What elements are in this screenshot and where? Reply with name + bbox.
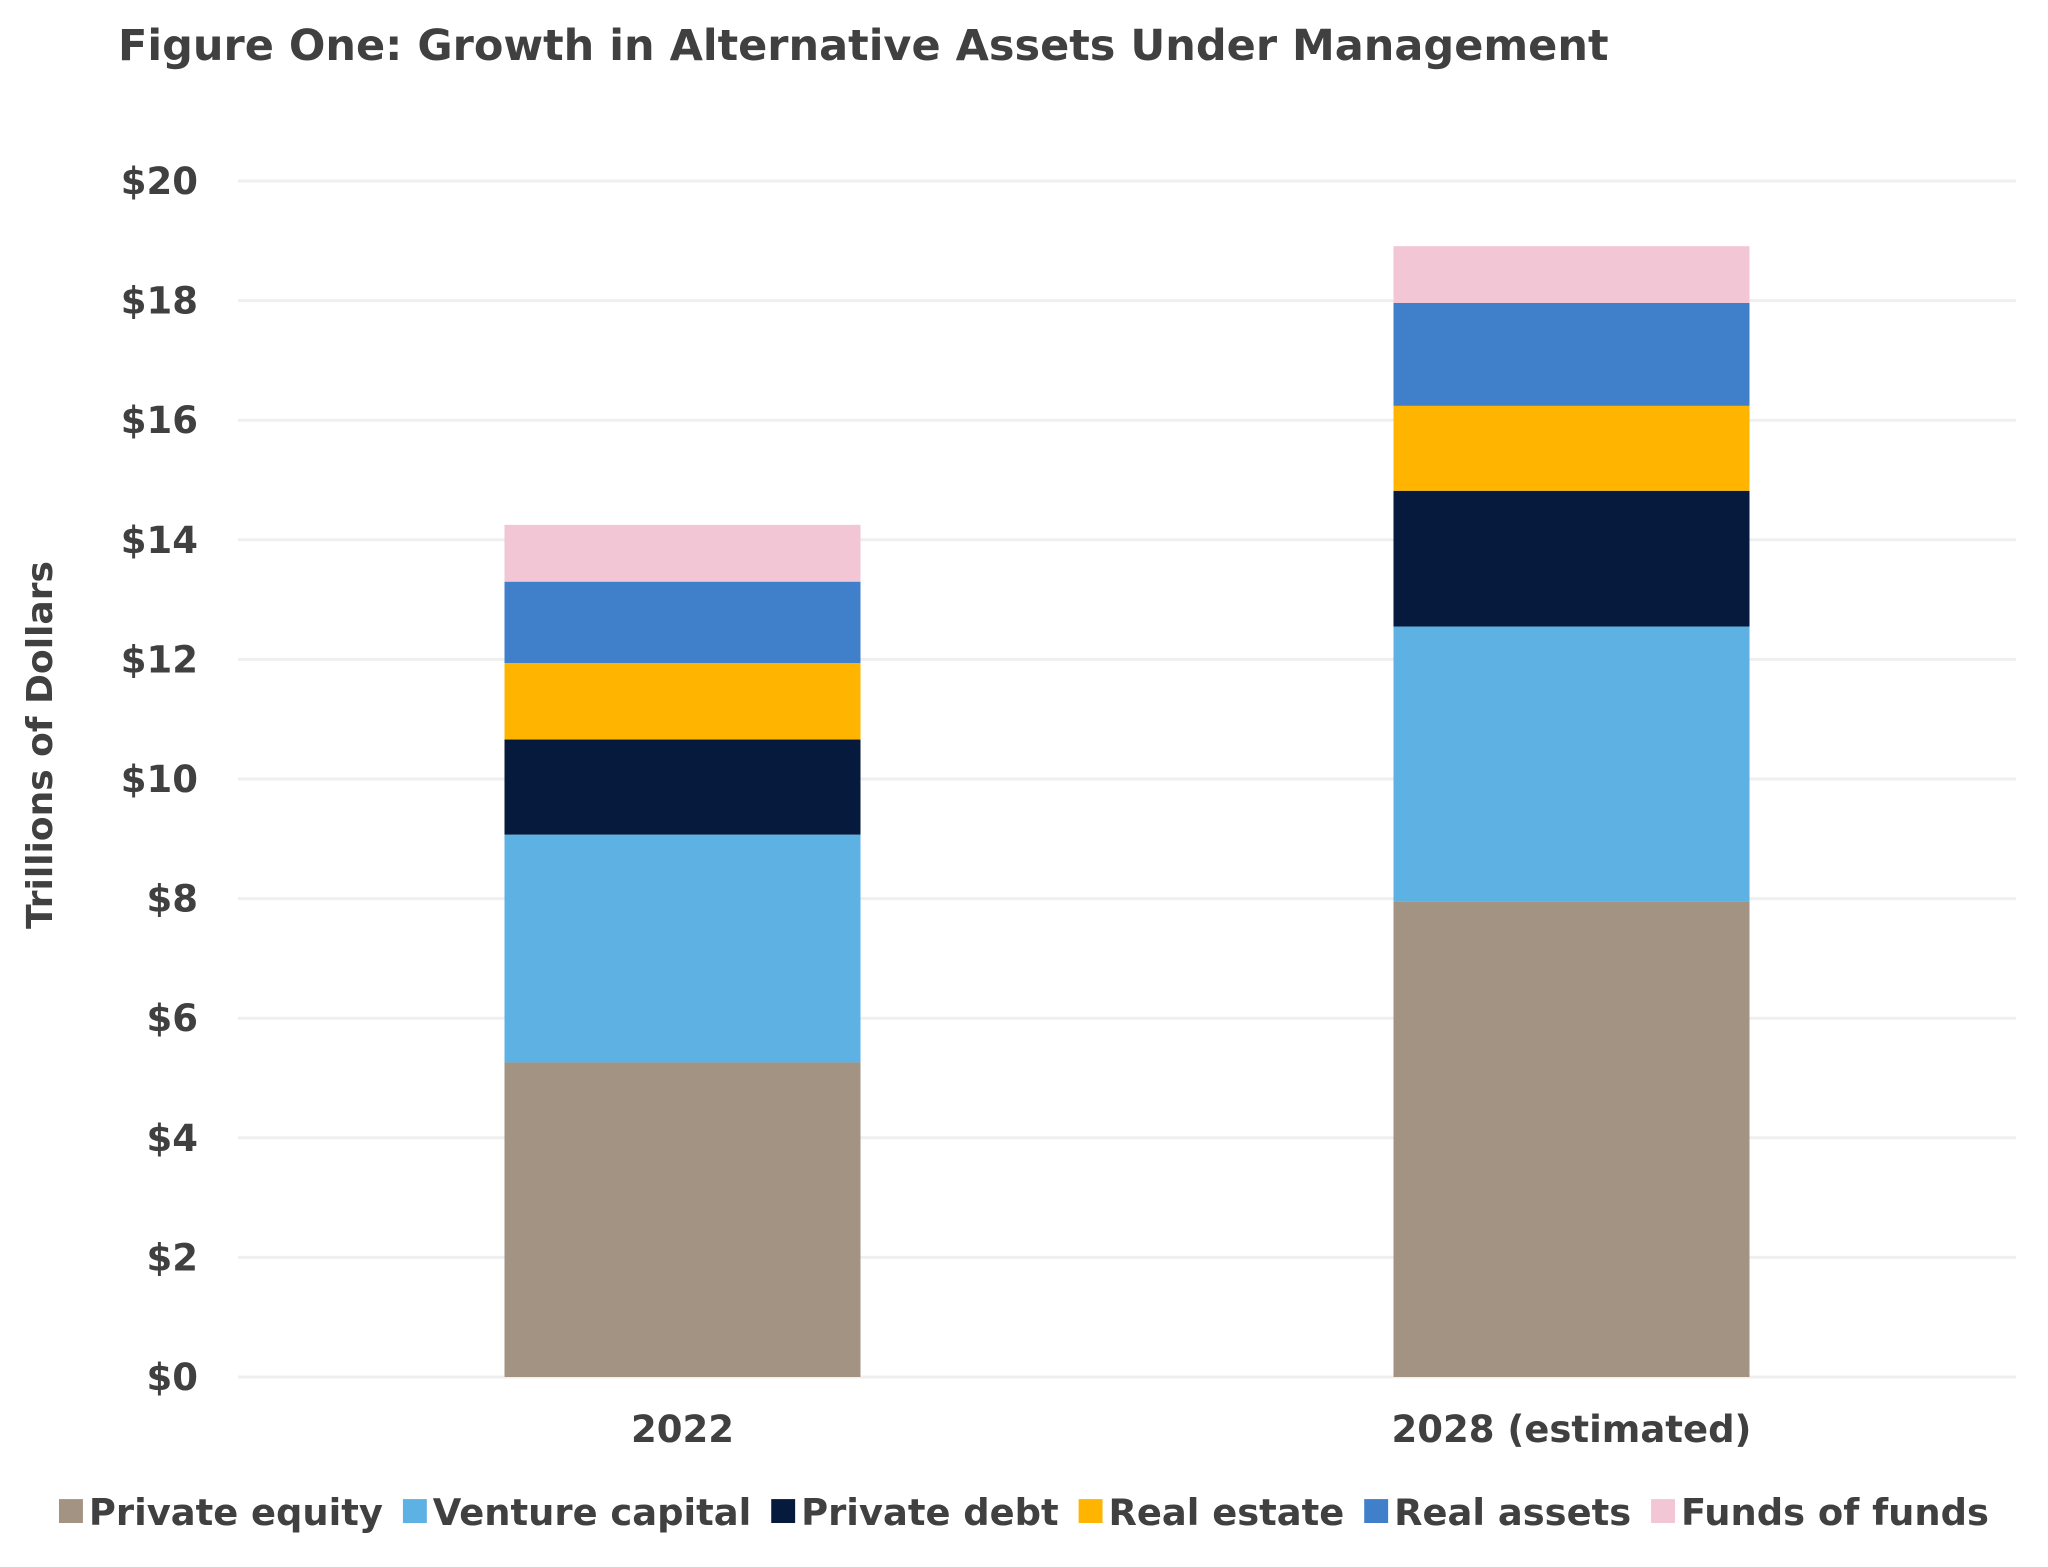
bar-segment-funds-of-funds (504, 524, 861, 582)
bar-segment-private-debt (504, 739, 861, 835)
legend-label: Funds of funds (1681, 1491, 1989, 1534)
y-tick-label: $14 (121, 519, 198, 562)
y-tick-label: $10 (121, 758, 198, 801)
bar-stack (504, 524, 861, 1377)
bar-segment-venture-capital (1393, 626, 1750, 902)
bar-segment-real-estate (1393, 405, 1750, 491)
bar-segment-funds-of-funds (1393, 246, 1750, 303)
y-tick-label: $4 (147, 1117, 199, 1160)
bar-stack (1393, 246, 1750, 1377)
y-tick-label: $18 (121, 280, 198, 323)
legend-swatch (771, 1499, 796, 1524)
x-tick-label: 2022 (631, 1408, 734, 1451)
legend-item: Private equity (59, 1491, 383, 1534)
legend-swatch (1651, 1499, 1675, 1524)
y-axis-label: Trillions of Dollars (20, 561, 61, 929)
legend-item: Venture capital (402, 1491, 752, 1534)
legend-label: Private debt (801, 1491, 1059, 1534)
y-tick-label: $0 (147, 1356, 199, 1399)
legend-label: Real estate (1109, 1491, 1345, 1534)
legend-item: Real assets (1364, 1491, 1631, 1534)
legend-label: Real assets (1394, 1491, 1631, 1534)
bar-segment-private-equity (504, 1062, 861, 1377)
y-tick-label: $16 (121, 399, 198, 442)
y-tick-label: $20 (121, 160, 198, 203)
legend-item: Funds of funds (1651, 1491, 1989, 1534)
y-tick-label: $8 (147, 878, 199, 921)
bar-segment-real-assets (504, 581, 861, 663)
y-tick-label: $2 (147, 1236, 199, 1279)
y-axis-ticks: $0 $2 $4 $6 $8 $10 $12 $14 $16 $18 $20 (121, 160, 198, 1399)
legend-label: Venture capital (433, 1491, 752, 1534)
legend-swatch (402, 1499, 427, 1524)
bar-segment-venture-capital (504, 834, 861, 1063)
bar-segment-private-debt (1393, 490, 1750, 627)
x-axis-ticks: 2022 2028 (estimated) (631, 1408, 1751, 1451)
bar-segment-real-assets (1393, 302, 1750, 406)
legend-swatch (1078, 1499, 1103, 1524)
x-tick-label: 2028 (estimated) (1392, 1408, 1752, 1451)
legend-item: Real estate (1078, 1491, 1345, 1534)
legend-label: Private equity (89, 1491, 383, 1534)
y-tick-label: $12 (121, 638, 198, 681)
legend-swatch (1364, 1499, 1389, 1524)
legend-swatch (59, 1499, 83, 1524)
chart-title: Figure One: Growth in Alternative Assets… (118, 21, 1609, 71)
y-tick-label: $6 (147, 997, 199, 1040)
bars (504, 246, 1750, 1377)
bar-segment-real-estate (504, 662, 861, 740)
legend-item: Private debt (771, 1491, 1059, 1534)
bar-segment-private-equity (1393, 901, 1750, 1377)
legend: Private equity Venture capital Private deb… (59, 1491, 1989, 1534)
